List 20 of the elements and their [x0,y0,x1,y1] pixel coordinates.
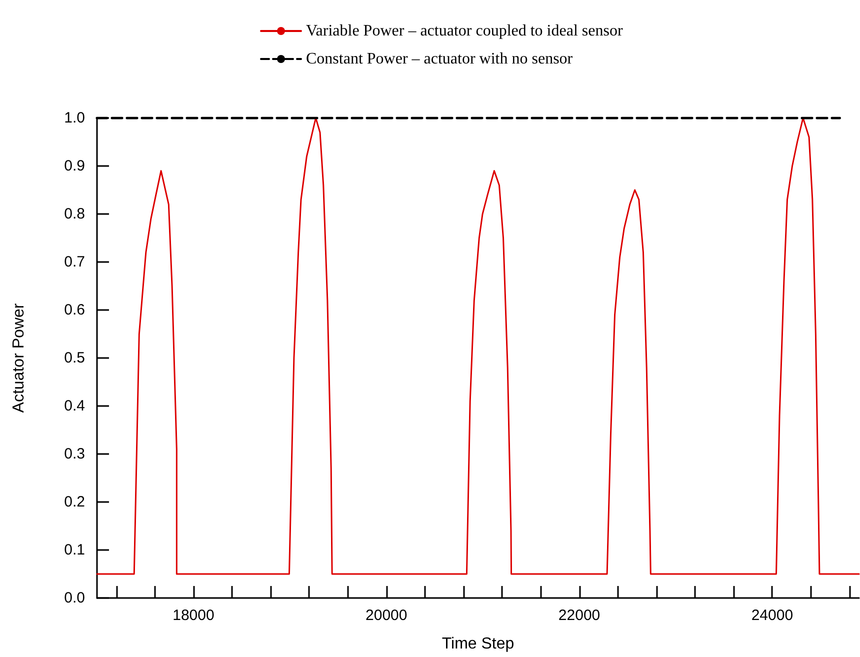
legend-label: Variable Power – actuator coupled to ideal sensor [306,22,624,40]
y-tick-label: 0.7 [64,254,85,270]
y-tick-label: 0.0 [64,590,85,606]
y-tick-label: 0.2 [64,494,85,510]
x-axis-title: Time Step [442,636,514,652]
y-axis-title: Actuator Power [10,302,28,413]
y-tick-label: 0.5 [64,350,85,366]
y-tick-label: 0.4 [64,398,85,414]
y-tick-label: 0.8 [64,206,85,222]
line-series [96,117,860,575]
y-tick-label: 0.6 [64,302,85,318]
y-tick-label: 1.0 [64,110,85,126]
x-tick-label: 22000 [558,607,600,624]
y-tick-label: 0.9 [64,158,85,174]
x-tick-label: 20000 [366,607,408,624]
x-tick-label: 24000 [751,607,794,624]
y-tick-label: 0.1 [64,542,85,558]
legend-label: Constant Power – actuator with no sensor [306,50,574,68]
y-tick-label: 0.3 [64,446,85,462]
x-tick-label: 18000 [172,607,214,624]
